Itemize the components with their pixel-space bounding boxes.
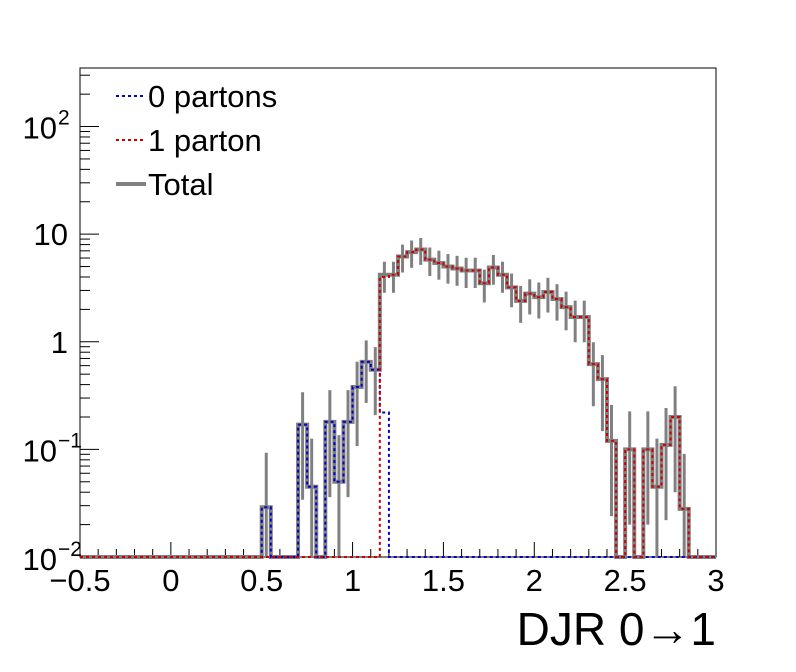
series-1-parton-line <box>80 248 716 558</box>
y-tick-label: 1 <box>51 325 68 360</box>
x-tick-label: 2.5 <box>604 563 647 598</box>
legend-entry: 0 partons <box>116 79 277 114</box>
legend-entry: 1 parton <box>116 123 262 158</box>
series-0-partons <box>80 360 716 558</box>
series-1-parton <box>80 248 716 558</box>
x-axis-ticks <box>79 542 717 557</box>
x-axis-title: DJR 0→1 <box>517 603 716 655</box>
legend: 0 partons 1 parton Total <box>116 79 277 202</box>
y-tick-label-exponent: −1 <box>58 429 82 452</box>
x-tick-labels: −0.5 0 0.5 1 1.5 2 2.5 3 <box>49 563 724 598</box>
legend-label: Total <box>148 167 213 202</box>
y-tick-label-base: 10 <box>23 433 57 468</box>
x-tick-label: −0.5 <box>49 563 110 598</box>
y-tick-label: 10 <box>34 217 68 252</box>
x-tick-label: 1.5 <box>422 563 465 598</box>
series-total-line <box>80 247 716 559</box>
plot-frame <box>79 67 717 558</box>
x-tick-label: 1 <box>344 563 361 598</box>
x-tick-label: 2 <box>526 563 543 598</box>
y-tick-label-base: 10 <box>23 111 57 146</box>
legend-label: 0 partons <box>148 79 277 114</box>
legend-entry: Total <box>116 167 213 202</box>
x-tick-label: 0.5 <box>240 563 283 598</box>
y-tick-label-base: 10 <box>23 542 57 577</box>
x-tick-label: 3 <box>707 563 724 598</box>
y-tick-label-exponent: 2 <box>58 107 70 130</box>
series-layer <box>80 237 716 559</box>
x-tick-label: 0 <box>162 563 179 598</box>
series-0-partons-line <box>80 360 716 558</box>
y-axis-ticks <box>80 74 99 558</box>
y-tick-label-exponent: −2 <box>58 538 82 561</box>
series-total <box>80 237 716 559</box>
legend-label: 1 parton <box>148 123 262 158</box>
